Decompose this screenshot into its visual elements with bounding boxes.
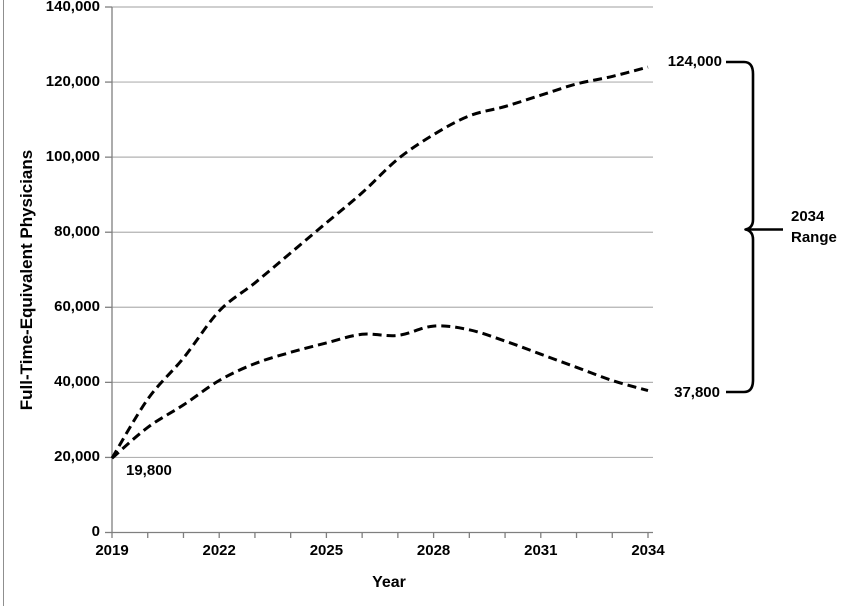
- y-tick-label: 0: [91, 523, 100, 540]
- y-tick-label: 60,000: [54, 297, 100, 315]
- x-tick-label: 2028: [416, 542, 451, 559]
- x-tick-label: 2034: [631, 542, 665, 559]
- upper-dashed-projection-line: [110, 65, 649, 459]
- x-axis-title: Year: [372, 574, 406, 591]
- x-tick-label: 2019: [95, 542, 129, 559]
- range-label: 2034 Range: [791, 206, 837, 248]
- range-label-text: Range: [791, 229, 837, 246]
- y-axis-title: Full-Time-Equivalent Physicians: [17, 149, 36, 411]
- figure-left-border: [2, 0, 4, 606]
- start-value-label: 19,800: [126, 462, 172, 479]
- x-tick-label: 2031: [524, 542, 558, 559]
- upper-end-value-label: 124,000: [667, 53, 722, 70]
- range-label-year: 2034: [791, 208, 825, 225]
- x-tick-label: 2025: [309, 542, 344, 559]
- x-tick-label: 2022: [202, 542, 236, 559]
- lower-end-value-label: 37,800: [674, 384, 720, 401]
- y-tick-label: 20,000: [54, 447, 100, 465]
- y-tick-label: 140,000: [45, 0, 100, 15]
- y-tick-label: 100,000: [45, 147, 100, 165]
- lower-dashed-projection-line: [111, 324, 649, 460]
- range-bracket: [726, 60, 755, 394]
- y-tick-label: 40,000: [54, 372, 100, 390]
- y-tick-label: 80,000: [54, 222, 100, 240]
- y-tick-label: 120,000: [45, 72, 100, 90]
